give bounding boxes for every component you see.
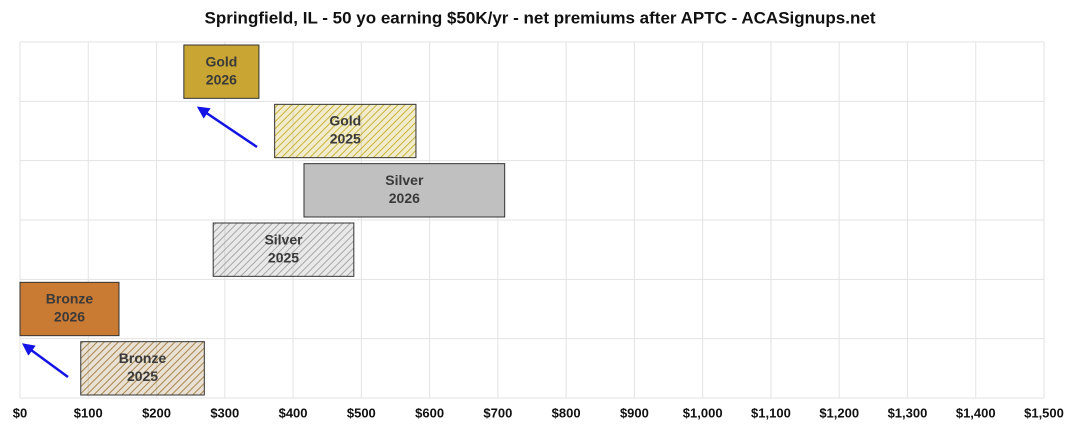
x-tick-label: $800 <box>552 405 581 420</box>
bar-label-year: 2026 <box>206 71 237 87</box>
range-bar <box>19 281 120 337</box>
x-tick-label: $1,400 <box>956 405 996 420</box>
x-tick-label: $400 <box>279 405 308 420</box>
bar-label-plan: Bronze <box>46 291 94 307</box>
change-arrow <box>196 106 258 149</box>
x-tick-label: $600 <box>415 405 444 420</box>
bar-label-plan: Gold <box>329 113 361 129</box>
bar-label-year: 2025 <box>268 249 299 265</box>
range-bar <box>212 222 355 277</box>
chart-title: Springfield, IL - 50 yo earning $50K/yr … <box>205 8 876 27</box>
range-bar <box>80 341 205 396</box>
bar-label-plan: Bronze <box>119 350 167 366</box>
x-tick-label: $300 <box>210 405 239 420</box>
x-tick-label: $1,200 <box>819 405 859 420</box>
change-arrow <box>21 343 69 379</box>
bar-label-year: 2026 <box>389 190 420 206</box>
range-bar <box>274 103 417 159</box>
x-tick-label: $900 <box>620 405 649 420</box>
x-tick-label: $1,500 <box>1024 405 1064 420</box>
range-bar <box>303 163 506 218</box>
x-tick-label: $100 <box>74 405 103 420</box>
x-tick-label: $700 <box>483 405 512 420</box>
bar-label-plan: Gold <box>205 53 237 69</box>
x-tick-label: $1,300 <box>888 405 928 420</box>
x-tick-label: $1,000 <box>683 405 723 420</box>
bar-label-plan: Silver <box>385 172 424 188</box>
x-tick-label: $500 <box>347 405 376 420</box>
x-tick-label: $0 <box>13 405 27 420</box>
range-bar <box>183 44 260 99</box>
bar-label-plan: Silver <box>264 231 303 247</box>
x-tick-label: $200 <box>142 405 171 420</box>
x-tick-label: $1,100 <box>751 405 791 420</box>
bar-label-year: 2025 <box>127 368 158 384</box>
bar-label-year: 2026 <box>54 309 85 325</box>
bar-label-year: 2025 <box>330 131 361 147</box>
